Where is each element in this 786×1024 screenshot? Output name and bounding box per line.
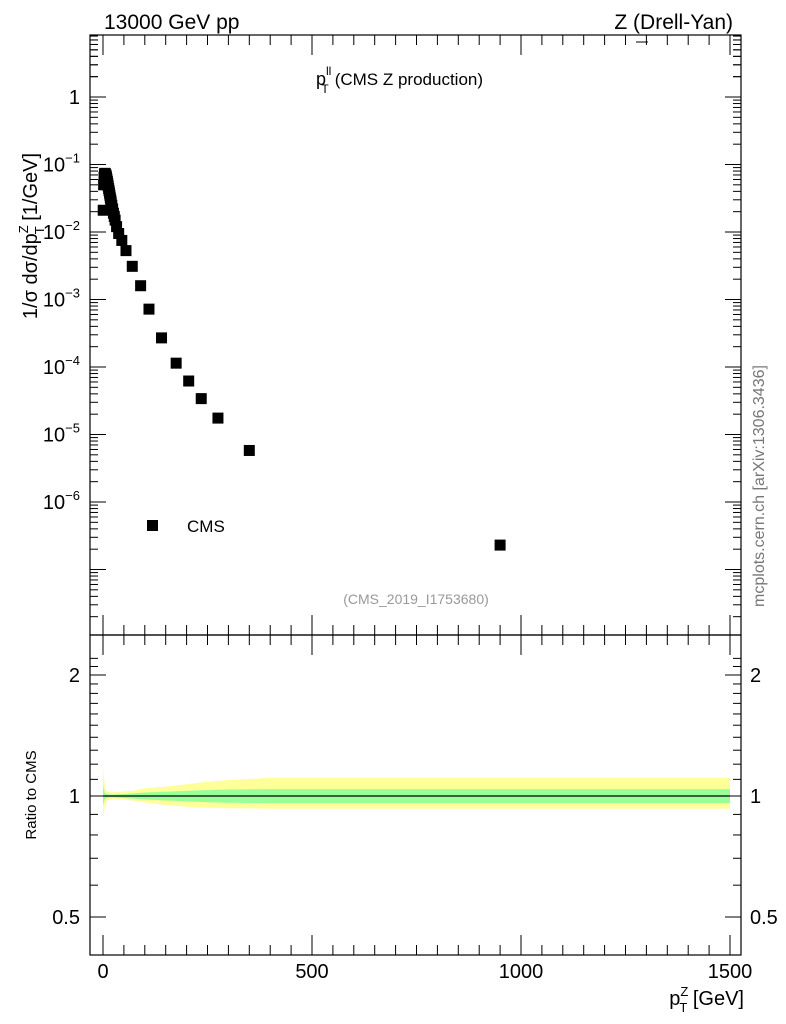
legend: CMS (147, 517, 225, 536)
plot-title-main: p (316, 69, 326, 89)
data-point (111, 221, 123, 233)
ratio-y-tick-label: 1 (69, 786, 80, 808)
data-point (116, 234, 128, 246)
y-tick-label-base: 10 (43, 425, 65, 447)
data-point (170, 357, 182, 369)
plot-title-sup: ll (326, 64, 331, 78)
main-y-label-sub: T (32, 226, 47, 234)
y-tick-label-exp: −1 (65, 151, 80, 166)
x-axis-label-sup: Z (680, 984, 688, 999)
y-tick-label-exp: −2 (65, 218, 80, 233)
x-tick-labels: 0 500 1000 1500 (97, 961, 752, 983)
main-panel-frame (89, 34, 742, 636)
data-point (135, 280, 147, 292)
main-y-tick-labels: 110−110−210−310−410−510−6 (43, 87, 80, 514)
x-axis-label-main: p (669, 988, 680, 1010)
y-tick-label-base: 10 (43, 155, 65, 177)
data-point (126, 260, 138, 272)
x-axis-label-sub: T (679, 1000, 687, 1015)
data-point (113, 228, 125, 240)
y-tick-label: 10−5 (43, 421, 80, 447)
header-right: Z (Drell-Yan) (614, 11, 733, 34)
main-y-label-suffix: [1/GeV] (20, 153, 42, 226)
x-tick-label: 0 (97, 961, 108, 983)
data-point (494, 539, 506, 551)
y-tick-label-base: 10 (43, 357, 65, 379)
ratio-ticks (90, 657, 741, 918)
y-tick-label-exp: −4 (65, 353, 80, 368)
data-point (195, 393, 207, 405)
data-point (243, 444, 255, 456)
ratio-y-tick-label: 2 (69, 665, 80, 687)
y-tick-label-base: 10 (43, 290, 65, 312)
plot-title: pll T (CMS Z production) (316, 64, 483, 96)
y-tick-label-base: 10 (43, 222, 65, 244)
y-tick-label-base: 1 (69, 87, 80, 109)
data-point (109, 214, 121, 226)
ratio-panel-frame (89, 634, 742, 956)
ratio-y-tick-label-right: 1 (750, 786, 761, 808)
y-tick-label: 10−1 (43, 151, 80, 177)
y-tick-label: 10−2 (43, 218, 80, 244)
y-tick-label-base: 10 (43, 492, 65, 514)
data-point (156, 332, 168, 344)
y-tick-label-exp: −3 (65, 286, 80, 301)
data-point (143, 303, 155, 315)
data-point (212, 412, 224, 424)
y-tick-label: 10−6 (43, 488, 80, 514)
ratio-y-tick-label-right: 2 (750, 665, 761, 687)
y-tick-label-exp: −5 (65, 421, 80, 436)
main-y-label-prefix: 1/σ dσ/dp (20, 233, 42, 319)
data-point (120, 245, 132, 257)
legend-label: CMS (187, 517, 225, 536)
x-tick-label: 1000 (499, 961, 544, 983)
x-axis-label-suffix: [GeV] (687, 988, 744, 1010)
main-y-label: 1/σ dσ/dpZT [1/GeV] (16, 153, 47, 319)
y-tick-label: 10−3 (43, 286, 80, 312)
main-y-ticks (90, 35, 741, 618)
legend-marker (147, 520, 158, 531)
ratio-y-tick-labels: 2 2 1 1 0.5 0.5 (52, 665, 778, 929)
data-point (183, 375, 195, 387)
plot-title-suffix: (CMS Z production) (335, 70, 483, 89)
ratio-y-tick-label-right: 0.5 (750, 907, 778, 929)
watermark: mcplots.cern.ch [arXiv:1306.3436] (751, 365, 768, 607)
y-tick-label: 10−4 (43, 353, 80, 379)
header-left: 13000 GeV pp (104, 11, 239, 34)
x-axis-label: pZ T [GeV] (669, 984, 744, 1015)
cms-data-points (97, 167, 506, 551)
data-point (97, 204, 109, 216)
main-y-label-sup: Z (16, 225, 31, 233)
analysis-id: (CMS_2019_I1753680) (343, 591, 489, 607)
y-tick-label: 1 (69, 87, 80, 109)
x-tick-label: 500 (295, 961, 328, 983)
y-tick-label-exp: −6 (65, 488, 80, 503)
x-ticks (102, 35, 731, 955)
ratio-bands (103, 767, 730, 819)
ratio-y-tick-label: 0.5 (52, 907, 80, 929)
x-tick-label: 1500 (708, 961, 753, 983)
ratio-y-label: Ratio to CMS (23, 750, 40, 839)
plot-title-sub: T (321, 82, 329, 96)
